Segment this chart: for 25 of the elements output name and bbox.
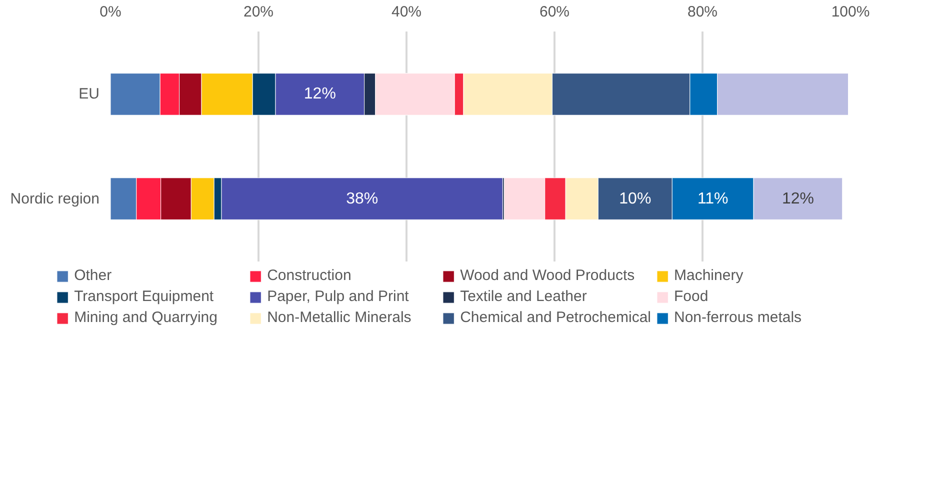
y-tick-label: EU <box>78 86 100 103</box>
data-label: 12% <box>782 190 814 208</box>
legend-label: Food <box>674 288 710 305</box>
legend-label: Wood and Wood Products <box>460 267 635 284</box>
x-tick-label: 40% <box>391 4 422 20</box>
legend-label: Textile and Leather <box>460 288 588 305</box>
legend-label: Mining and Quarrying <box>74 309 218 326</box>
legend-label: Transport Equipment <box>74 288 215 305</box>
data-label: 12% <box>304 86 336 103</box>
x-tick-label: 100% <box>831 4 870 20</box>
x-tick-label: 20% <box>243 4 274 20</box>
legend-label: Paper, Pulp and Print <box>267 288 410 305</box>
x-tick-label: 0% <box>100 4 122 20</box>
x-tick-label: 60% <box>539 4 570 20</box>
data-label: 11% <box>697 190 728 208</box>
x-tick-label: 80% <box>687 4 718 20</box>
data-label: 38% <box>346 190 378 208</box>
legend-label: Non-ferrous metals <box>674 309 803 326</box>
data-label: 10% <box>619 190 652 208</box>
y-tick-label: Nordic region <box>10 190 100 208</box>
legend-label: Construction <box>267 267 352 284</box>
legend-label: Other <box>74 267 113 284</box>
legend-label: Non-Metallic Minerals <box>267 309 412 326</box>
legend-label: Chemical and Petrochemical <box>460 309 651 326</box>
legend-label: Machinery <box>674 267 744 284</box>
